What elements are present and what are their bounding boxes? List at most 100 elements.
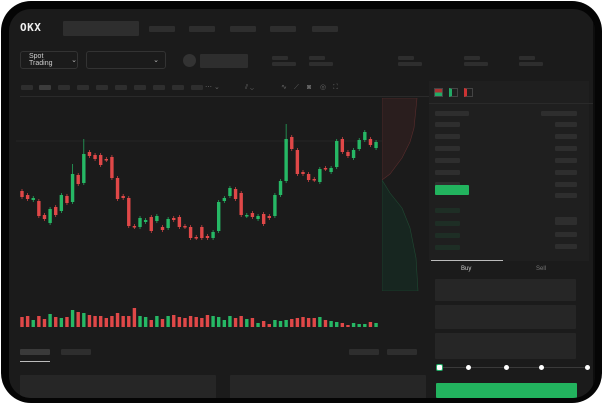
last-price-badge [435, 185, 469, 195]
nav-item[interactable] [189, 26, 215, 32]
volume-bar [54, 317, 58, 327]
price-input[interactable] [435, 279, 576, 301]
candle-up [318, 169, 322, 182]
volume-bar [301, 317, 305, 327]
volume-bar [155, 316, 159, 327]
candle-up [329, 168, 333, 172]
buy-button[interactable] [436, 383, 577, 398]
tab-order-history[interactable] [61, 349, 91, 355]
candle-down [37, 201, 41, 216]
okx-logo[interactable]: OKX [20, 21, 42, 34]
bid-price [435, 221, 460, 226]
volume-bar [25, 316, 30, 327]
draw-line-icon[interactable]: ∿ [281, 84, 287, 91]
ruler-icon[interactable]: ⟋ [294, 84, 299, 91]
candle-down [312, 179, 316, 181]
volume-bar [318, 317, 322, 327]
volume-bar [104, 318, 108, 327]
pair-select[interactable]: ⌄ [86, 51, 166, 69]
timeframe-button[interactable] [21, 85, 33, 90]
timeframe-button[interactable] [58, 85, 70, 90]
timeframe-button[interactable] [172, 85, 184, 90]
candle-down [172, 218, 176, 220]
volume-bar [115, 313, 120, 327]
ask-price [435, 146, 460, 151]
volume-bar [65, 317, 69, 327]
stat-value [272, 62, 296, 66]
slider-step-100[interactable] [585, 365, 590, 370]
fullscreen-icon[interactable]: ⛶ [333, 84, 338, 91]
volume-bar [132, 308, 137, 327]
slider-handle[interactable] [436, 364, 443, 371]
amount-slider[interactable] [439, 367, 589, 368]
ask-price [435, 182, 460, 187]
candle-down [98, 155, 103, 165]
ask-price [435, 158, 460, 163]
timeframe-button[interactable] [134, 85, 146, 90]
volume-bar [233, 318, 238, 327]
ask-amount [555, 158, 577, 163]
volume-bar [70, 310, 75, 327]
candle-down [160, 227, 165, 230]
slider-step-75[interactable] [539, 365, 544, 370]
candle-down [20, 191, 24, 197]
volume-bar [194, 317, 198, 327]
candle-up [228, 188, 232, 196]
candle-up [256, 216, 260, 219]
candlestick-chart[interactable] [16, 101, 382, 341]
candle-down [42, 215, 47, 219]
volume-bar [267, 324, 271, 327]
scrollbar[interactable] [593, 9, 595, 398]
nav-item[interactable] [270, 26, 296, 32]
volume-bar [160, 319, 165, 327]
candle-type-icon[interactable]: ⋯ ⌄ [205, 84, 220, 91]
market-type-select[interactable]: Spot Trading ⌄ [20, 51, 78, 69]
slider-step-50[interactable] [504, 365, 509, 370]
asks-only-icon[interactable] [464, 88, 473, 97]
indicator-icon[interactable]: ⫽ ⌄ [245, 84, 254, 91]
candle-up [374, 142, 378, 148]
volume-bar [323, 320, 328, 327]
volume-bar [329, 321, 333, 327]
view-all-button[interactable] [387, 349, 417, 355]
both-sides-icon[interactable] [434, 88, 443, 97]
volume-bar [228, 316, 232, 327]
candle-up [59, 195, 64, 211]
volume-bar [374, 323, 378, 327]
buy-tab[interactable]: Buy [461, 266, 472, 272]
candle-down [346, 152, 350, 156]
candle-down [250, 213, 255, 217]
timeframe-button[interactable] [39, 85, 51, 90]
volume-bar [211, 316, 215, 327]
timeframe-button[interactable] [115, 85, 127, 90]
bids-only-icon[interactable] [449, 88, 458, 97]
volume-bar [87, 315, 92, 327]
nav-item[interactable] [149, 26, 175, 32]
volume-bar [245, 319, 249, 327]
timeframe-button[interactable] [77, 85, 89, 90]
tab-open-orders[interactable] [20, 349, 50, 355]
nav-item[interactable] [230, 26, 256, 32]
sell-tab[interactable]: Sell [536, 266, 547, 272]
total-input[interactable] [435, 333, 576, 359]
search-box[interactable] [63, 21, 139, 36]
volume-bar [31, 320, 35, 327]
ask-amount [555, 182, 577, 187]
slider-step-25[interactable] [466, 365, 471, 370]
camera-icon[interactable]: ◙ [307, 84, 312, 91]
timeframe-button[interactable] [191, 85, 203, 90]
volume-bar [82, 313, 86, 327]
bid-price [435, 245, 460, 250]
candle-down [295, 150, 300, 174]
nav-item[interactable] [312, 26, 338, 32]
candle-down [239, 193, 243, 215]
amount-input[interactable] [435, 305, 576, 329]
timeframe-button[interactable] [153, 85, 165, 90]
volume-bar [76, 312, 80, 327]
timeframe-button[interactable] [96, 85, 108, 90]
volume-bar [188, 316, 193, 327]
settings-icon[interactable]: ◎ [320, 84, 327, 91]
candle-up [70, 174, 75, 202]
filter-button[interactable] [349, 349, 379, 355]
volume-bar [98, 316, 103, 327]
